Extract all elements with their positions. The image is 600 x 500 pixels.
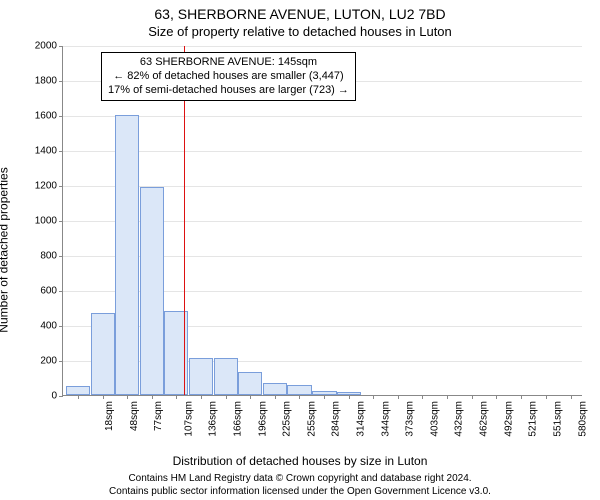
x-tick-label: 521sqm xyxy=(528,401,539,437)
y-tick-label: 800 xyxy=(40,251,63,262)
x-tick-mark xyxy=(299,395,300,399)
y-tick-label: 600 xyxy=(40,286,63,297)
x-tick-label: 462sqm xyxy=(479,401,490,437)
gridline-h xyxy=(63,46,582,47)
histogram-bar xyxy=(66,386,91,395)
y-tick-label: 0 xyxy=(51,391,63,402)
x-tick-mark xyxy=(373,395,374,399)
x-tick-label: 492sqm xyxy=(504,401,515,437)
x-tick-mark xyxy=(398,395,399,399)
x-tick-label: 432sqm xyxy=(454,401,465,437)
y-tick-label: 1000 xyxy=(35,216,63,227)
histogram-bar xyxy=(287,385,312,395)
x-tick-label: 166sqm xyxy=(233,401,244,437)
page-title-line2: Size of property relative to detached ho… xyxy=(0,24,600,39)
x-tick-label: 225sqm xyxy=(282,401,293,437)
footer-line2: Contains public sector information licen… xyxy=(0,486,600,499)
annotation-box: 63 SHERBORNE AVENUE: 145sqm← 82% of deta… xyxy=(101,52,356,101)
x-tick-label: 373sqm xyxy=(405,401,416,437)
histogram-bar xyxy=(115,115,140,395)
x-tick-label: 551sqm xyxy=(553,401,564,437)
x-tick-label: 580sqm xyxy=(577,401,588,437)
x-tick-label: 136sqm xyxy=(208,401,219,437)
x-tick-mark xyxy=(176,395,177,399)
x-tick-mark xyxy=(496,395,497,399)
footer-line1: Contains HM Land Registry data © Crown c… xyxy=(0,473,600,486)
y-tick-label: 1600 xyxy=(35,111,63,122)
x-tick-mark xyxy=(571,395,572,399)
x-tick-label: 107sqm xyxy=(184,401,195,437)
x-tick-label: 314sqm xyxy=(356,401,367,437)
histogram-bar xyxy=(263,383,288,395)
x-tick-mark xyxy=(447,395,448,399)
x-axis-label: Distribution of detached houses by size … xyxy=(0,454,600,468)
x-tick-mark xyxy=(127,395,128,399)
histogram-bar xyxy=(140,187,165,395)
histogram-bar xyxy=(238,372,263,395)
x-tick-label: 403sqm xyxy=(430,401,441,437)
x-tick-label: 344sqm xyxy=(381,401,392,437)
x-tick-mark xyxy=(78,395,79,399)
x-tick-mark xyxy=(275,395,276,399)
histogram-plot: 020040060080010001200140016001800200018s… xyxy=(62,46,582,396)
x-tick-label: 255sqm xyxy=(307,401,318,437)
x-tick-label: 77sqm xyxy=(153,401,164,431)
annotation-line: 63 SHERBORNE AVENUE: 145sqm xyxy=(108,56,349,70)
attribution-footer: Contains HM Land Registry data © Crown c… xyxy=(0,473,600,498)
annotation-line: 17% of semi-detached houses are larger (… xyxy=(108,84,349,98)
y-tick-label: 1800 xyxy=(35,76,63,87)
annotation-line: ← 82% of detached houses are smaller (3,… xyxy=(108,70,349,84)
histogram-bar xyxy=(91,313,116,395)
gridline-h xyxy=(63,151,582,152)
x-tick-mark xyxy=(472,395,473,399)
x-tick-label: 196sqm xyxy=(258,401,269,437)
x-tick-mark xyxy=(546,395,547,399)
y-axis-label-text: Number of detached properties xyxy=(0,167,11,332)
y-tick-label: 400 xyxy=(40,321,63,332)
x-tick-mark xyxy=(324,395,325,399)
x-tick-mark xyxy=(521,395,522,399)
x-tick-mark xyxy=(226,395,227,399)
x-tick-label: 284sqm xyxy=(331,401,342,437)
y-tick-label: 1200 xyxy=(35,181,63,192)
x-tick-mark xyxy=(349,395,350,399)
x-tick-mark xyxy=(103,395,104,399)
histogram-bar xyxy=(214,358,239,395)
histogram-bar xyxy=(189,358,214,395)
page-title-line1: 63, SHERBORNE AVENUE, LUTON, LU2 7BD xyxy=(0,6,600,22)
y-tick-label: 1400 xyxy=(35,146,63,157)
y-tick-label: 200 xyxy=(40,356,63,367)
y-tick-label: 2000 xyxy=(35,41,63,52)
gridline-h xyxy=(63,116,582,117)
x-tick-label: 48sqm xyxy=(129,401,140,431)
histogram-bar xyxy=(164,311,189,395)
x-tick-mark xyxy=(250,395,251,399)
x-tick-mark xyxy=(152,395,153,399)
x-tick-mark xyxy=(201,395,202,399)
x-tick-label: 18sqm xyxy=(104,401,115,431)
y-axis-label: Number of detached properties xyxy=(0,0,14,500)
x-tick-mark xyxy=(422,395,423,399)
